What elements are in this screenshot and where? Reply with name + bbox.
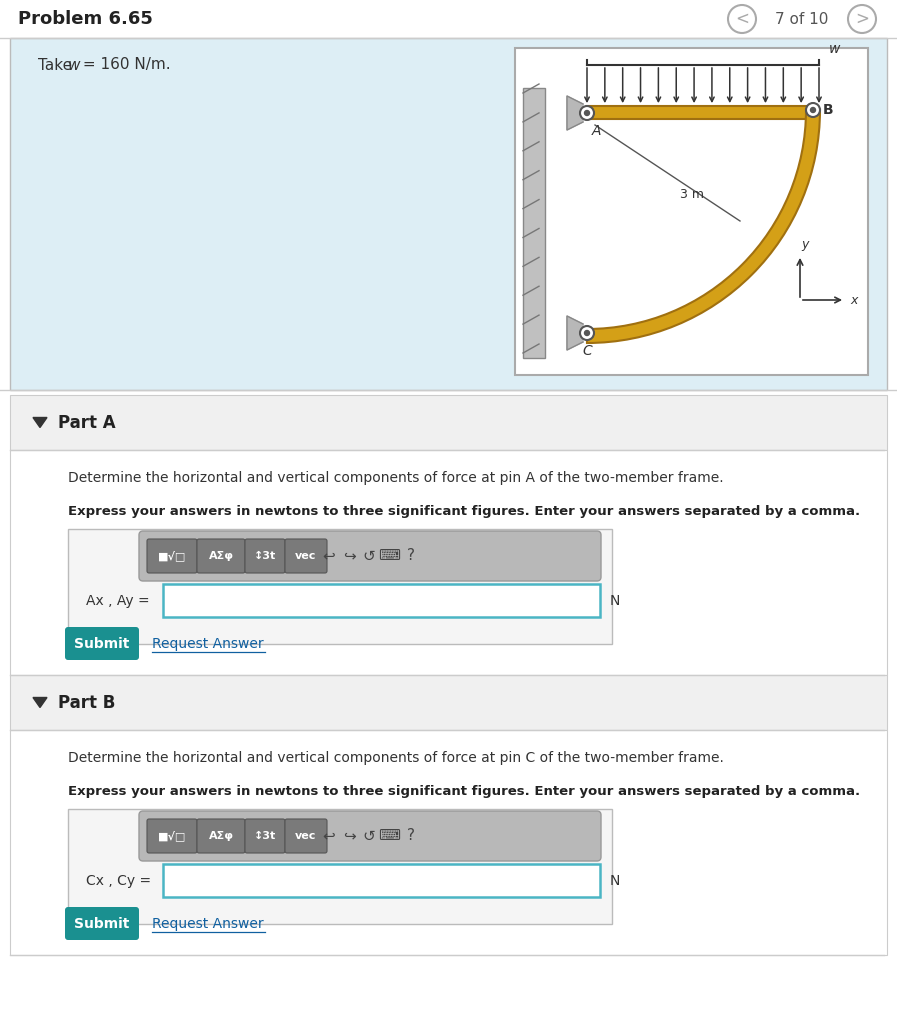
Text: ?: ? [407, 549, 415, 563]
Text: ■√□: ■√□ [158, 551, 187, 561]
Text: 7 of 10: 7 of 10 [775, 11, 829, 27]
Text: Cx , Cy =: Cx , Cy = [86, 874, 151, 888]
Text: AΣφ: AΣφ [208, 551, 233, 561]
FancyBboxPatch shape [68, 529, 612, 644]
Text: vec: vec [295, 831, 317, 841]
Polygon shape [33, 418, 47, 427]
Text: B: B [823, 103, 833, 117]
Text: ⌨: ⌨ [378, 828, 400, 844]
Text: ↕3t: ↕3t [254, 551, 276, 561]
FancyBboxPatch shape [10, 730, 887, 955]
FancyBboxPatch shape [10, 395, 887, 450]
Text: Problem 6.65: Problem 6.65 [18, 10, 152, 28]
Text: Request Answer: Request Answer [152, 637, 264, 651]
Text: w: w [829, 42, 840, 56]
Text: ↪: ↪ [343, 828, 355, 844]
Text: C: C [582, 344, 592, 358]
Text: Part A: Part A [58, 414, 116, 431]
FancyBboxPatch shape [197, 819, 245, 853]
Text: 3 m: 3 m [680, 188, 704, 201]
Text: ?: ? [407, 828, 415, 844]
Text: Submit: Submit [74, 637, 130, 651]
FancyBboxPatch shape [65, 907, 139, 940]
Text: Express your answers in newtons to three significant figures. Enter your answers: Express your answers in newtons to three… [68, 505, 860, 517]
Text: ↕3t: ↕3t [254, 831, 276, 841]
Text: ■√□: ■√□ [158, 830, 187, 842]
Text: <: < [735, 10, 749, 28]
Polygon shape [33, 697, 47, 708]
FancyBboxPatch shape [147, 539, 197, 573]
Text: ⌨: ⌨ [378, 549, 400, 563]
Circle shape [580, 326, 594, 340]
Text: Determine the horizontal and vertical components of force at pin A of the two-me: Determine the horizontal and vertical co… [68, 471, 724, 485]
Text: ↺: ↺ [362, 828, 375, 844]
Text: Take: Take [38, 57, 77, 73]
Text: ↩: ↩ [323, 828, 335, 844]
Text: ↪: ↪ [343, 549, 355, 563]
FancyBboxPatch shape [587, 106, 813, 119]
FancyBboxPatch shape [285, 819, 327, 853]
FancyBboxPatch shape [163, 864, 600, 897]
Circle shape [585, 331, 589, 336]
Text: N: N [610, 874, 621, 888]
Circle shape [806, 103, 820, 117]
FancyBboxPatch shape [68, 809, 612, 924]
FancyBboxPatch shape [285, 539, 327, 573]
Text: ↺: ↺ [362, 549, 375, 563]
Text: ↩: ↩ [323, 549, 335, 563]
FancyBboxPatch shape [139, 811, 601, 861]
Text: = 160 N/m.: = 160 N/m. [78, 57, 170, 73]
Text: N: N [610, 594, 621, 608]
FancyBboxPatch shape [10, 450, 887, 675]
FancyBboxPatch shape [65, 627, 139, 660]
FancyBboxPatch shape [197, 539, 245, 573]
Text: y: y [801, 238, 809, 251]
Text: >: > [855, 10, 869, 28]
Wedge shape [587, 110, 820, 343]
FancyBboxPatch shape [245, 539, 285, 573]
Circle shape [585, 111, 589, 116]
Text: Determine the horizontal and vertical components of force at pin C of the two-me: Determine the horizontal and vertical co… [68, 751, 724, 765]
FancyBboxPatch shape [147, 819, 197, 853]
Text: AΣφ: AΣφ [208, 831, 233, 841]
FancyBboxPatch shape [523, 88, 545, 358]
Polygon shape [567, 316, 583, 350]
FancyBboxPatch shape [10, 38, 887, 390]
FancyBboxPatch shape [515, 48, 868, 375]
Circle shape [580, 106, 594, 120]
Text: A: A [592, 124, 602, 138]
Text: Ax , Ay =: Ax , Ay = [86, 594, 150, 608]
Polygon shape [567, 96, 583, 130]
Text: vec: vec [295, 551, 317, 561]
FancyBboxPatch shape [139, 531, 601, 581]
Text: w: w [68, 57, 81, 73]
Text: Part B: Part B [58, 693, 116, 712]
Text: Request Answer: Request Answer [152, 918, 264, 931]
Text: x: x [850, 294, 858, 306]
FancyBboxPatch shape [10, 675, 887, 730]
FancyBboxPatch shape [245, 819, 285, 853]
Text: Express your answers in newtons to three significant figures. Enter your answers: Express your answers in newtons to three… [68, 784, 860, 798]
Text: Submit: Submit [74, 918, 130, 931]
Circle shape [811, 108, 815, 113]
FancyBboxPatch shape [163, 584, 600, 617]
